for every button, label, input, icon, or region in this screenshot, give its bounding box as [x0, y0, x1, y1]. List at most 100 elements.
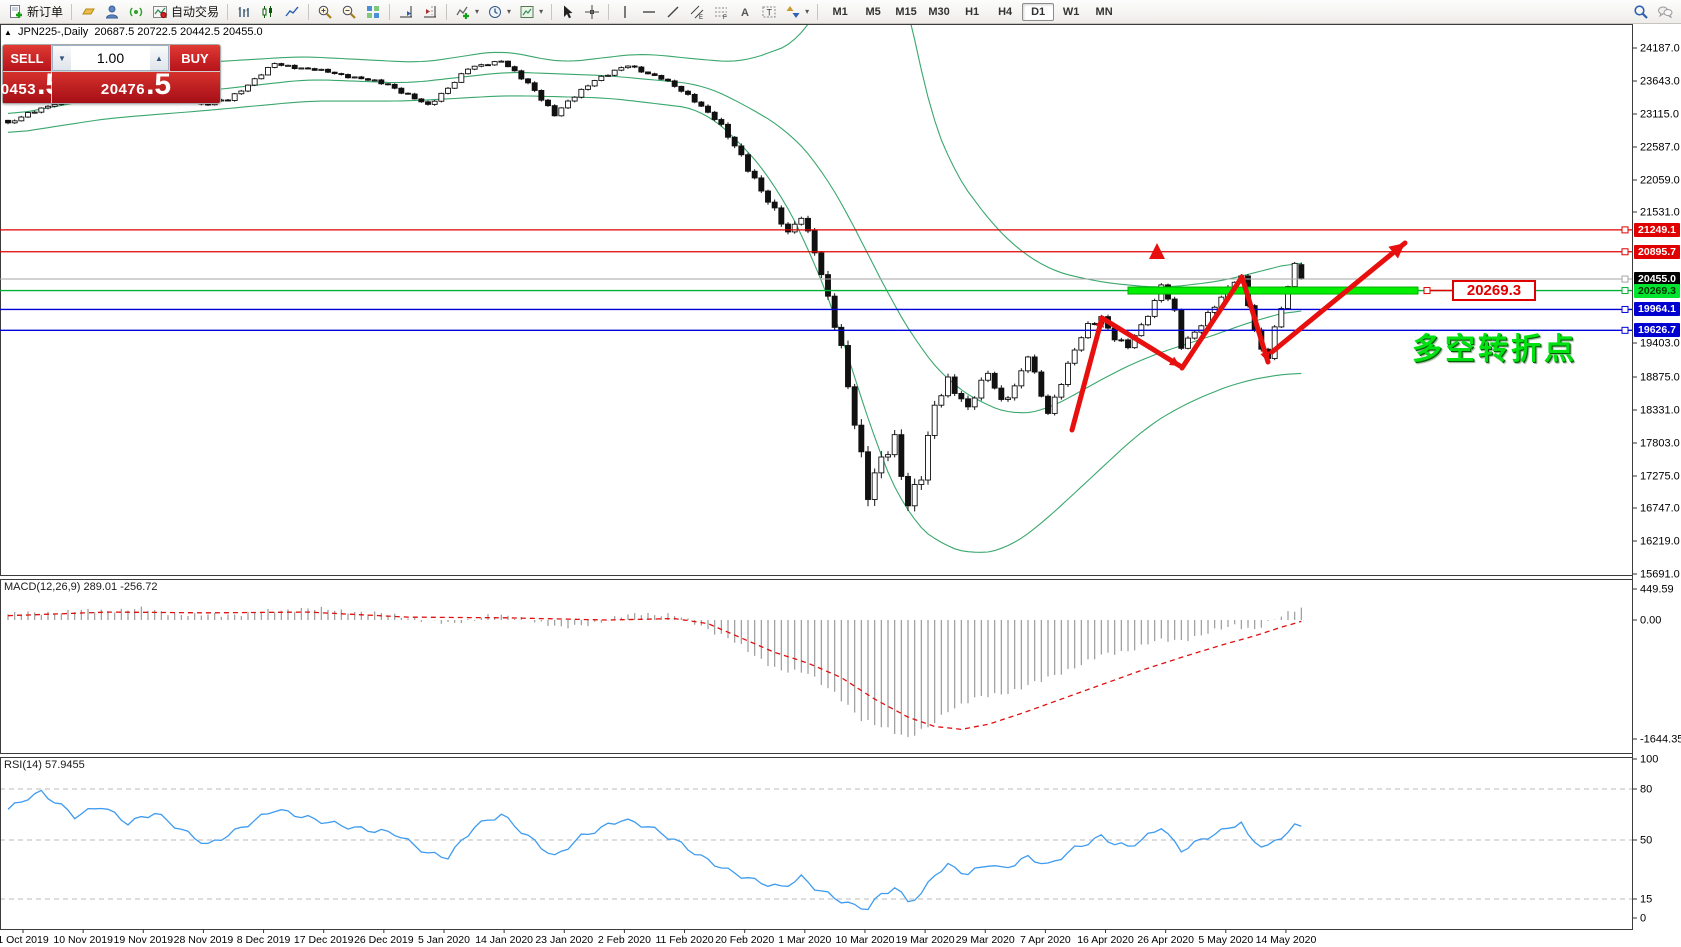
macd-pane[interactable]: [7, 606, 1302, 738]
buy-price[interactable]: 20476 .5: [52, 68, 220, 103]
svg-text:0.00: 0.00: [1640, 615, 1661, 627]
level-price-box[interactable]: 20269.3: [1452, 280, 1536, 301]
svg-text:23 Jan 2020: 23 Jan 2020: [535, 934, 593, 946]
zoom-out-button[interactable]: [337, 2, 361, 22]
volume-increase-button[interactable]: ▲: [150, 46, 168, 70]
line-chart-icon: [284, 4, 300, 20]
autotrading-button[interactable]: 自动交易: [148, 2, 223, 22]
timeframe-button-h1[interactable]: H1: [965, 5, 980, 18]
svg-text:1 Oct 2019: 1 Oct 2019: [0, 934, 49, 946]
timeframe-button-m30[interactable]: M30: [928, 5, 950, 18]
tile-windows-icon: [365, 4, 381, 20]
svg-text:19 Mar 2020: 19 Mar 2020: [896, 934, 955, 946]
bar-chart-button[interactable]: [232, 2, 256, 22]
svg-text:10 Nov 2019: 10 Nov 2019: [53, 934, 113, 946]
svg-text:21531.0: 21531.0: [1640, 207, 1680, 219]
periods-button[interactable]: ▾: [483, 2, 515, 22]
support-zone-bar: [1127, 286, 1419, 295]
candlestick-chart-button[interactable]: [256, 2, 280, 22]
search-button[interactable]: [1629, 2, 1653, 22]
vertical-line-icon: [617, 4, 633, 20]
svg-text:11 Feb 2020: 11 Feb 2020: [655, 934, 713, 946]
arrows-icon: [785, 4, 801, 20]
vertical-line-button[interactable]: [613, 2, 637, 22]
svg-text:19403.0: 19403.0: [1640, 338, 1680, 350]
timeframe-button-m5[interactable]: M5: [865, 5, 881, 18]
equidistant-channel-button[interactable]: E: [685, 2, 709, 22]
crosshair-button[interactable]: [580, 2, 604, 22]
volume-decrease-button[interactable]: ▼: [53, 46, 71, 70]
buy-price-frac: .5: [146, 68, 172, 101]
timeframe-button-d1[interactable]: D1: [1022, 2, 1055, 21]
profile-button[interactable]: [100, 2, 124, 22]
main-pane[interactable]: [5, 0, 1305, 553]
chat-button[interactable]: [1653, 2, 1677, 22]
zoom-out-icon: [341, 4, 357, 20]
templates-button[interactable]: ▾: [515, 2, 547, 22]
volume-value[interactable]: 1.00: [96, 50, 125, 66]
profile-icon: [104, 4, 120, 20]
zoom-in-icon: [317, 4, 333, 20]
horizontal-line-button[interactable]: [637, 2, 661, 22]
text-button[interactable]: A: [733, 2, 757, 22]
line-chart-button[interactable]: [280, 2, 304, 22]
crosshair-icon: [584, 4, 600, 20]
separator: [71, 3, 73, 20]
dropdown-caret: ▾: [539, 7, 544, 16]
svg-text:20 Feb 2020: 20 Feb 2020: [715, 934, 774, 946]
sell-button[interactable]: SELL: [3, 45, 51, 71]
dropdown-caret: ▾: [475, 7, 480, 16]
equidistant-channel-icon: E: [689, 4, 705, 20]
turning-point-annotation: 多空转折点: [1412, 333, 1577, 366]
axes-layer: 24187.0 23643.0 23115.0 22587.0 22059.0 21531…: [0, 24, 1681, 946]
new-order-button[interactable]: 新订单: [4, 2, 67, 22]
buy-button[interactable]: BUY: [170, 45, 220, 71]
main-toolbar: 新订单 自动交易: [0, 0, 1681, 24]
zoom-in-button[interactable]: [313, 2, 337, 22]
timeframe-button-mn[interactable]: MN: [1095, 5, 1113, 18]
chart-shift-button[interactable]: [418, 2, 442, 22]
svg-text:100: 100: [1640, 754, 1658, 766]
svg-text:8 Dec 2019: 8 Dec 2019: [237, 934, 291, 946]
gold-icon: [80, 4, 96, 20]
sell-price[interactable]: 20453 .5: [0, 70, 62, 103]
separator: [308, 3, 310, 20]
svg-text:449.59: 449.59: [1640, 584, 1674, 596]
one-click-trading-panel: SELL ▼ 1.00 ▲ BUY 20453 .5 20476 .5: [0, 44, 221, 104]
svg-text:16219.0: 16219.0: [1640, 536, 1680, 548]
timeframe-button-w1[interactable]: W1: [1062, 5, 1080, 18]
timeframe-button-m1[interactable]: M1: [832, 5, 848, 18]
macd-label: MACD(12,26,9) 289.01 -256.72: [4, 581, 158, 593]
rsi-pane[interactable]: [0, 788, 1632, 911]
signals-button[interactable]: [124, 2, 148, 22]
svg-text:26 Apr 2020: 26 Apr 2020: [1137, 934, 1194, 946]
svg-text:2 Feb 2020: 2 Feb 2020: [598, 934, 651, 946]
horizontal-line-icon: [641, 4, 657, 20]
indicators-button[interactable]: ▾: [451, 2, 483, 22]
search-icon: [1633, 4, 1649, 20]
separator: [389, 3, 391, 20]
metaquotes-button[interactable]: [76, 2, 100, 22]
autotrading-label: 自动交易: [171, 5, 220, 19]
collapse-triangle-icon[interactable]: ▲: [4, 28, 12, 37]
clock-icon: [487, 4, 503, 20]
svg-text:22059.0: 22059.0: [1640, 175, 1680, 187]
svg-text:23643.0: 23643.0: [1640, 76, 1680, 88]
cursor-button[interactable]: [556, 2, 580, 22]
svg-text:15691.0: 15691.0: [1640, 569, 1680, 581]
text-label-button[interactable]: T: [757, 2, 781, 22]
svg-text:16 Apr 2020: 16 Apr 2020: [1077, 934, 1134, 946]
arrows-button[interactable]: ▾: [781, 2, 813, 22]
fibonacci-icon: F: [713, 4, 729, 20]
auto-scroll-button[interactable]: [394, 2, 418, 22]
timeframe-button-m15[interactable]: M15: [895, 5, 917, 18]
trendline-button[interactable]: [661, 2, 685, 22]
timeframe-button-h4[interactable]: H4: [998, 5, 1013, 18]
tile-windows-button[interactable]: [361, 2, 385, 22]
fibonacci-button[interactable]: F: [709, 2, 733, 22]
symbol-ohlc: 20687.5 20722.5 20442.5 20455.0: [94, 26, 263, 38]
svg-text:18331.0: 18331.0: [1640, 405, 1680, 417]
svg-text:29 Mar 2020: 29 Mar 2020: [956, 934, 1015, 946]
svg-text:15: 15: [1640, 894, 1652, 906]
